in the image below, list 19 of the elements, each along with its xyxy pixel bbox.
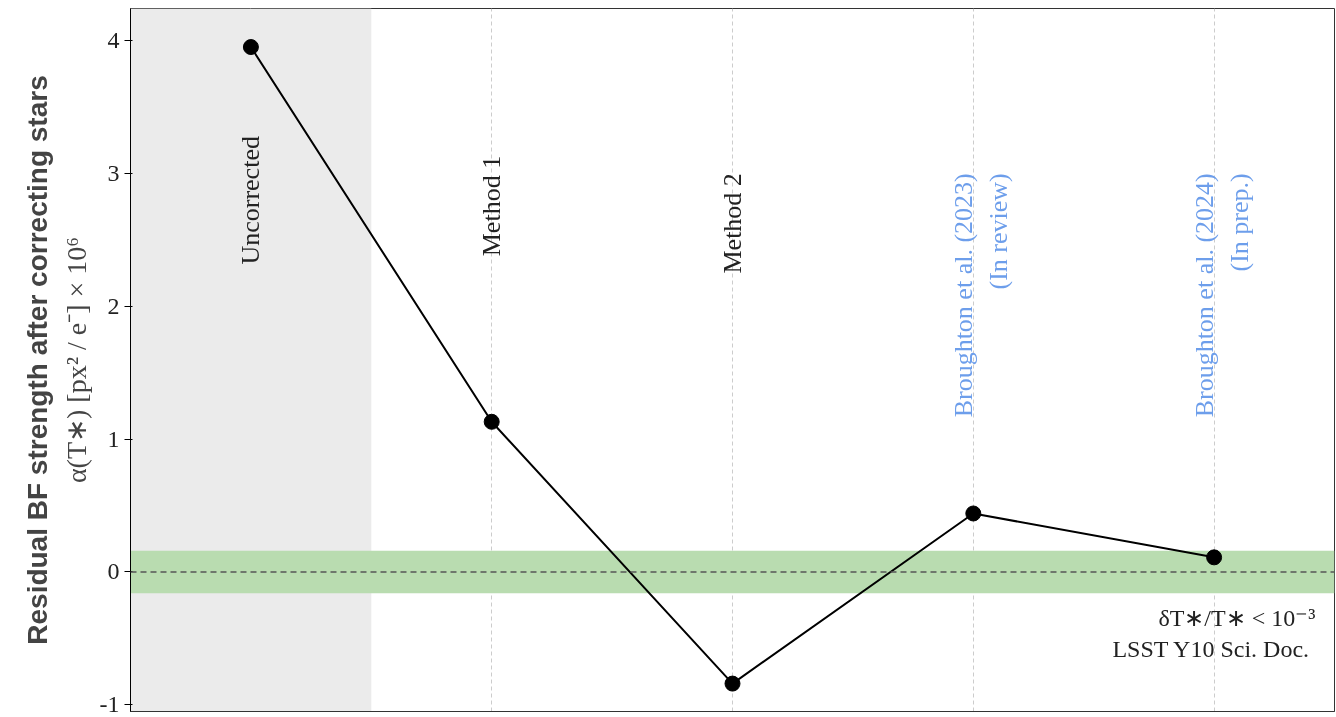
y-tick-label: 3 (107, 159, 120, 186)
x-tick-label: Broughton et al. (2024) (In prep.) (1190, 173, 1254, 418)
point (965, 505, 982, 522)
y-tick-label: 1 (107, 425, 120, 452)
y-tick-label: 0 (107, 558, 120, 585)
y-tick-label: -1 (99, 691, 120, 717)
x-tick-label: Uncorrected (236, 136, 266, 265)
y-tick-label: 4 (107, 26, 120, 53)
y-axis-title: α(T∗) [px² / e⁻] × 10⁶ (60, 236, 92, 484)
point (724, 675, 741, 692)
point (483, 413, 500, 430)
band-label: δT∗/T∗ < 10⁻³ LSST Y10 Sci. Doc. (1112, 605, 1316, 663)
point (242, 39, 259, 56)
x-tick-label: Method 1 (477, 155, 507, 257)
text: Residual BF strength after correcting stars (21, 75, 53, 645)
x-tick-label: Method 2 (718, 173, 747, 274)
x-tick-label: Broughton et al. (2023) (In review) (949, 173, 1014, 418)
y-tick-label: 2 (107, 292, 120, 319)
point (1206, 549, 1223, 566)
